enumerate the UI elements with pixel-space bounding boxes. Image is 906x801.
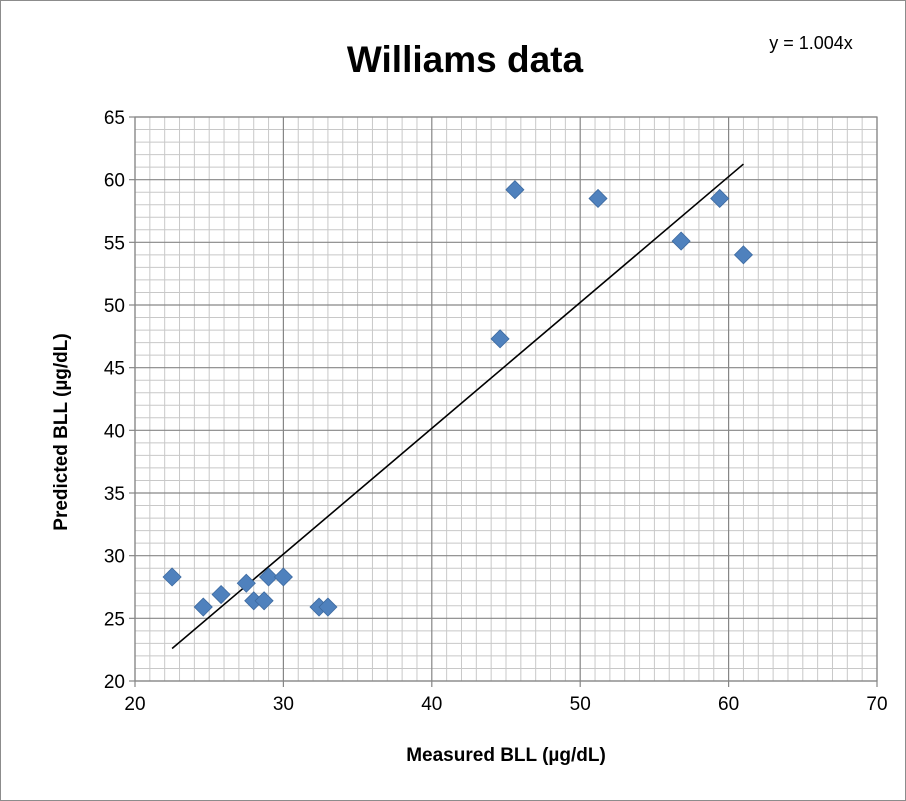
x-tick-label: 30 [273, 694, 294, 715]
data-point-marker [258, 567, 279, 587]
plot-area [134, 116, 878, 682]
tick-labels: 20 30 40 50 60 70 20 25 30 35 40 45 50 55 60 65 [104, 108, 888, 715]
y-tick-label: 20 [104, 672, 125, 693]
data-point-marker [490, 329, 510, 349]
x-tick-label: 20 [124, 694, 145, 715]
chart-title: Williams data [347, 39, 584, 80]
x-tick-label: 40 [421, 694, 442, 715]
trendline [171, 163, 744, 650]
data-point-marker [318, 597, 338, 617]
data-point-marker [162, 567, 182, 587]
y-tick-label: 65 [104, 108, 125, 129]
data-point-marker [211, 584, 231, 605]
y-tick-label: 55 [104, 233, 125, 254]
data-point-marker [671, 231, 691, 251]
data-point-marker [588, 188, 608, 209]
x-tick-label: 70 [866, 694, 887, 715]
gridlines [134, 116, 878, 682]
data-point-marker [733, 245, 754, 265]
data-point-marker [273, 567, 293, 587]
data-point-marker [505, 180, 525, 200]
y-tick-label: 35 [104, 484, 125, 505]
y-tick-label: 50 [104, 296, 125, 317]
y-tick-label: 25 [104, 609, 125, 630]
x-axis-title: Measured BLL (µg/dL) [406, 745, 606, 766]
y-tick-label: 40 [104, 421, 125, 442]
data-point-marker [236, 573, 256, 593]
data-point-marker [254, 591, 274, 611]
trendline-equation: y = 1.004x [769, 33, 853, 53]
y-tick-label: 30 [104, 547, 125, 568]
x-tick-label: 50 [570, 694, 591, 715]
y-tick-label: 45 [104, 359, 125, 380]
data-point-marker [710, 188, 730, 209]
data-points [162, 180, 754, 617]
data-point-marker [193, 597, 213, 617]
x-tick-label: 60 [718, 694, 739, 715]
y-axis-title: Predicted BLL (µg/dL) [51, 333, 72, 530]
y-tick-label: 60 [104, 171, 125, 192]
